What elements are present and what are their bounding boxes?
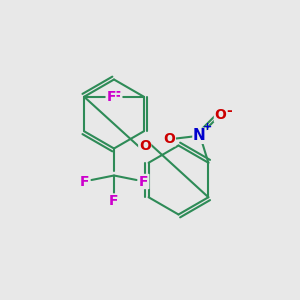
Text: -: -	[226, 104, 232, 118]
Text: O: O	[139, 139, 151, 152]
Text: +: +	[203, 122, 212, 132]
Text: O: O	[214, 108, 226, 122]
Text: F: F	[79, 175, 89, 188]
Text: F: F	[109, 194, 119, 208]
Text: N: N	[193, 128, 206, 143]
Text: O: O	[164, 132, 175, 146]
Text: F: F	[106, 90, 116, 104]
Text: F: F	[112, 90, 122, 104]
Text: F: F	[139, 175, 149, 188]
